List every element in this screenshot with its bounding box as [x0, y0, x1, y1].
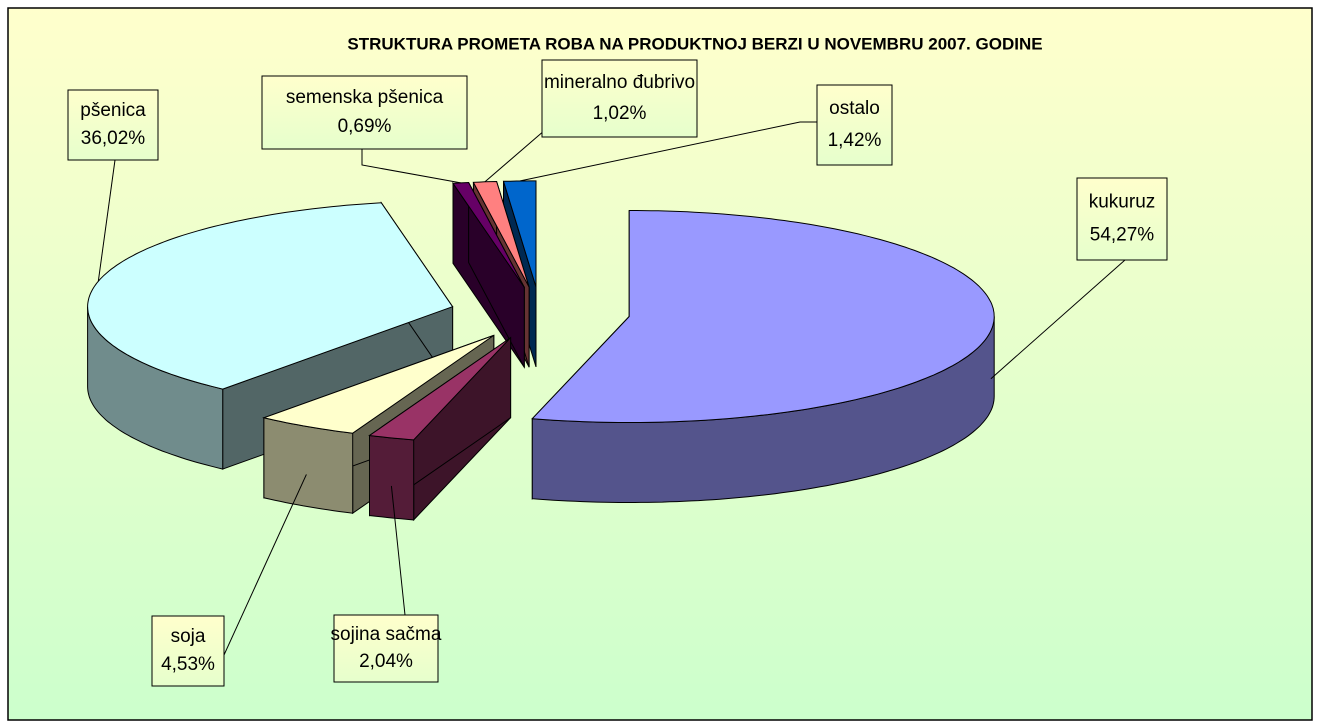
label-box [1076, 177, 1168, 261]
slice [368, 337, 511, 441]
category-label: semenska pšenica [286, 87, 444, 108]
category-label: ostalo [829, 98, 880, 119]
slice [531, 210, 995, 423]
value-label: 0,69% [338, 116, 392, 137]
label-box [151, 615, 225, 687]
label-box [67, 89, 159, 161]
value-label: 36,02% [81, 128, 146, 149]
leader-line [390, 485, 406, 616]
value-label: 2,04% [359, 651, 413, 672]
category-label: kukuruz [1089, 192, 1156, 213]
category-label: sojina sačma [331, 624, 442, 645]
leader-line [223, 474, 307, 656]
value-label: 1,42% [828, 130, 882, 151]
slice-outer-wall [263, 417, 354, 514]
value-label: 54,27% [1090, 224, 1155, 245]
label-box [333, 614, 439, 683]
leader-line [361, 149, 461, 184]
leader-line [990, 259, 1126, 380]
slice [262, 334, 495, 434]
category-label: soja [171, 626, 206, 647]
chart-title: STRUKTURA PROMETA ROBA NA PRODUKTNOJ BER… [347, 34, 1042, 53]
label-box [541, 59, 698, 138]
leader-line [484, 129, 546, 183]
category-label: pšenica [80, 100, 146, 121]
label-box [261, 75, 468, 150]
category-label: mineralno đubrivo [544, 72, 695, 93]
value-label: 1,02% [593, 103, 647, 124]
value-label: 4,53% [161, 654, 215, 675]
leader-line [519, 121, 817, 182]
label-box [816, 84, 893, 166]
slice-outer-wall [369, 434, 415, 521]
leader-line [97, 159, 116, 282]
